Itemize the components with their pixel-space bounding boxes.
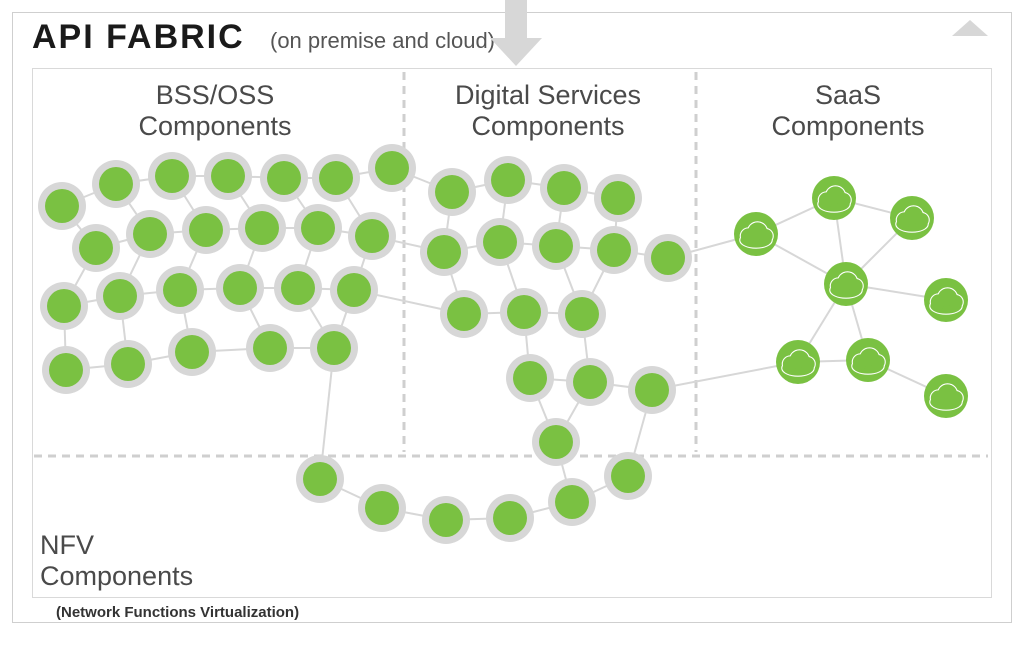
section-header-saas: SaaSComponents — [718, 80, 978, 142]
section-header-bssoss-line1: BSS/OSS — [55, 80, 375, 111]
section-header-digital-line1: Digital Services — [398, 80, 698, 111]
section-header-bssoss: BSS/OSSComponents — [55, 80, 375, 142]
nfv-line2: Components — [40, 561, 193, 592]
nfv-line1: NFV — [40, 530, 193, 561]
footnote: (Network Functions Virtualization) — [56, 604, 299, 621]
section-header-bssoss-line2: Components — [55, 111, 375, 142]
title-sub: (on premise and cloud) — [270, 28, 495, 54]
title-main: API FABRIC — [32, 18, 245, 57]
section-header-digital: Digital ServicesComponents — [398, 80, 698, 142]
section-header-digital-line2: Components — [398, 111, 698, 142]
nfv-label: NFV Components — [40, 530, 193, 592]
section-header-saas-line1: SaaS — [718, 80, 978, 111]
inner-panel — [32, 68, 992, 598]
diagram-stage: API FABRIC (on premise and cloud) BSS/OS… — [0, 0, 1024, 646]
section-header-saas-line2: Components — [718, 111, 978, 142]
